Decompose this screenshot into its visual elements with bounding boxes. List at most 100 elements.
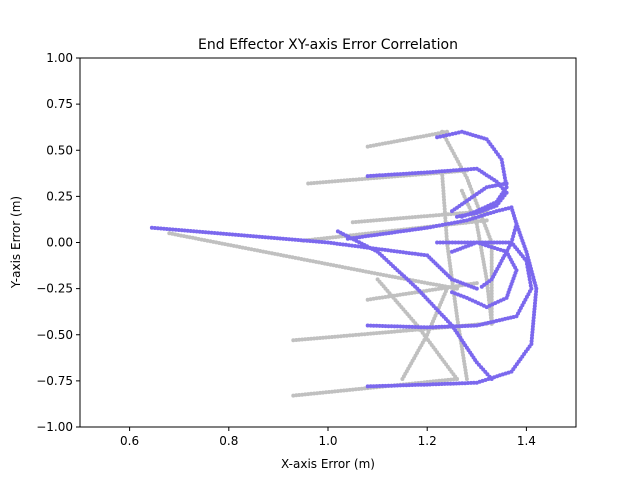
data-point bbox=[503, 240, 508, 245]
data-point bbox=[489, 261, 494, 266]
data-point bbox=[406, 136, 411, 141]
data-point bbox=[336, 179, 341, 183]
data-point bbox=[360, 234, 365, 239]
data-point bbox=[380, 217, 385, 222]
data-point bbox=[413, 171, 418, 176]
data-point bbox=[263, 235, 268, 240]
data-point bbox=[501, 169, 506, 174]
data-point bbox=[398, 324, 403, 329]
data-point bbox=[455, 377, 459, 381]
data-point bbox=[308, 239, 313, 243]
data-point bbox=[471, 380, 476, 385]
data-point bbox=[444, 240, 449, 245]
data-point bbox=[294, 338, 299, 342]
data-point bbox=[454, 168, 459, 173]
data-point bbox=[427, 288, 432, 293]
data-point bbox=[419, 226, 424, 231]
data-point bbox=[425, 225, 430, 230]
data-point bbox=[335, 389, 340, 394]
data-point bbox=[297, 393, 302, 397]
data-point bbox=[447, 132, 452, 137]
data-point bbox=[257, 234, 262, 239]
data-point bbox=[450, 290, 454, 295]
points-layer bbox=[149, 129, 539, 398]
data-point bbox=[316, 260, 321, 265]
data-point bbox=[526, 271, 531, 276]
data-point bbox=[445, 246, 450, 251]
data-point bbox=[365, 219, 370, 223]
data-point bbox=[486, 289, 490, 294]
data-point bbox=[240, 245, 245, 250]
data-point bbox=[457, 211, 462, 216]
data-point bbox=[529, 339, 534, 344]
data-point bbox=[501, 248, 506, 253]
data-point bbox=[368, 173, 373, 178]
data-point bbox=[173, 227, 178, 232]
data-point bbox=[374, 218, 379, 223]
data-point bbox=[218, 231, 223, 236]
data-point bbox=[299, 238, 304, 243]
data-point bbox=[437, 283, 442, 288]
data-point bbox=[461, 294, 466, 299]
data-point bbox=[347, 387, 352, 392]
data-point bbox=[395, 324, 400, 329]
data-point bbox=[451, 381, 456, 386]
data-point bbox=[330, 335, 334, 339]
data-point bbox=[451, 168, 456, 173]
data-point bbox=[533, 301, 537, 306]
data-point bbox=[445, 324, 450, 329]
data-point bbox=[188, 229, 193, 233]
data-point bbox=[318, 390, 323, 395]
data-point bbox=[401, 328, 406, 333]
data-point bbox=[365, 384, 370, 389]
data-point bbox=[442, 197, 446, 202]
data-point bbox=[266, 235, 271, 240]
data-point bbox=[484, 218, 489, 223]
data-point bbox=[335, 241, 339, 246]
data-point bbox=[293, 237, 298, 242]
data-point bbox=[359, 332, 364, 337]
data-point bbox=[455, 314, 459, 319]
data-point bbox=[530, 333, 535, 338]
data-point bbox=[318, 336, 323, 340]
data-point bbox=[441, 240, 446, 245]
data-point bbox=[155, 226, 160, 231]
data-point bbox=[485, 211, 490, 216]
data-point bbox=[353, 387, 358, 392]
data-point bbox=[482, 212, 487, 217]
data-point bbox=[314, 239, 319, 244]
data-point bbox=[380, 383, 385, 388]
data-point bbox=[371, 323, 376, 328]
data-point bbox=[440, 212, 445, 217]
data-point bbox=[377, 218, 382, 222]
data-point bbox=[350, 387, 355, 392]
data-point bbox=[410, 171, 415, 176]
data-point bbox=[395, 172, 400, 177]
data-point bbox=[360, 269, 365, 273]
data-point bbox=[196, 237, 201, 241]
data-point bbox=[319, 236, 323, 241]
y-tick-label: 0.00 bbox=[46, 236, 73, 250]
data-point bbox=[431, 213, 436, 218]
data-point bbox=[489, 252, 494, 257]
data-point bbox=[185, 228, 190, 233]
data-point bbox=[486, 295, 491, 300]
data-point bbox=[401, 171, 406, 176]
data-point bbox=[497, 240, 502, 245]
x-axis-label: X-axis Error (m) bbox=[281, 457, 375, 471]
data-point bbox=[407, 171, 412, 176]
data-point bbox=[315, 336, 320, 341]
data-point bbox=[431, 282, 436, 287]
data-point bbox=[466, 381, 470, 385]
data-point bbox=[401, 324, 406, 329]
data-point bbox=[443, 378, 448, 383]
data-point bbox=[404, 328, 409, 333]
data-point bbox=[269, 235, 274, 240]
data-point bbox=[453, 240, 458, 245]
data-point bbox=[173, 232, 178, 237]
data-point bbox=[366, 233, 371, 238]
data-point bbox=[386, 248, 391, 253]
data-point bbox=[450, 131, 455, 136]
data-point bbox=[474, 281, 479, 286]
